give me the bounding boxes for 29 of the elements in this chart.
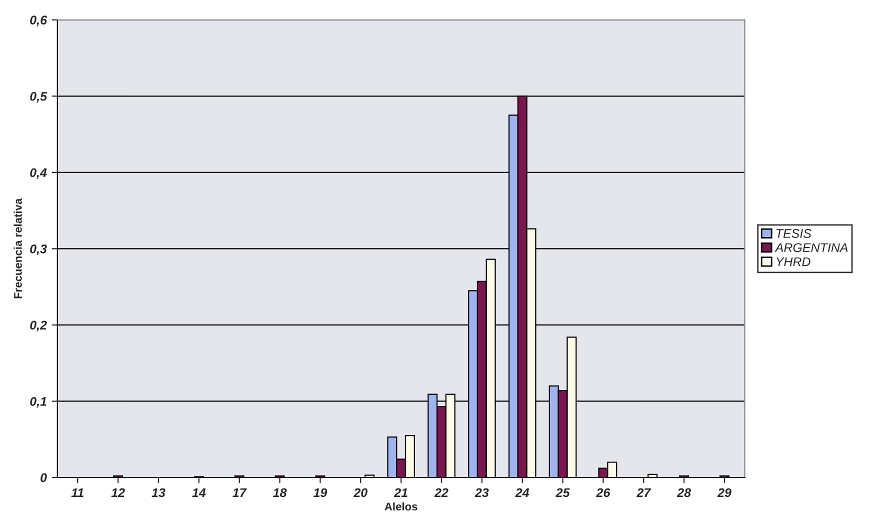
y-tick-label: 0,2 (30, 320, 47, 332)
x-tick-label: 19 (313, 488, 328, 498)
legend-label: ARGENTINA (774, 243, 848, 252)
x-tick-label: 18 (273, 488, 287, 498)
y-tick-label: 0,3 (30, 244, 47, 256)
x-tick-label: 20 (353, 488, 368, 498)
legend-label: YHRD (776, 257, 810, 266)
x-tick-label: 22 (434, 488, 448, 497)
y-tick-label: 0,1 (30, 397, 46, 408)
x-tick-label: 12 (111, 488, 125, 497)
x-tick-label: 25 (556, 488, 570, 498)
y-tick-label: 0 (40, 473, 47, 482)
x-axis-title: Alelos (384, 502, 418, 511)
x-tick-label: 11 (71, 488, 84, 497)
x-tick-label: 29 (717, 488, 732, 498)
x-tick-label: 13 (152, 488, 166, 498)
x-tick-label: 24 (515, 488, 530, 497)
y-tick-label: 0,5 (30, 92, 48, 103)
y-tick-label: 0,6 (30, 16, 48, 26)
x-tick-label: 27 (636, 488, 652, 497)
y-tick-label: 0,4 (30, 168, 47, 179)
x-tick-label: 21 (394, 488, 408, 497)
x-tick-label: 14 (192, 488, 206, 497)
x-tick-label: 23 (474, 488, 489, 498)
legend-label: TESIS (776, 229, 812, 238)
x-tick-label: 26 (596, 488, 610, 498)
y-axis-title: Frecuencia relativa (14, 198, 22, 298)
x-tick-label: 17 (232, 488, 247, 497)
x-tick-label: 28 (676, 488, 692, 498)
